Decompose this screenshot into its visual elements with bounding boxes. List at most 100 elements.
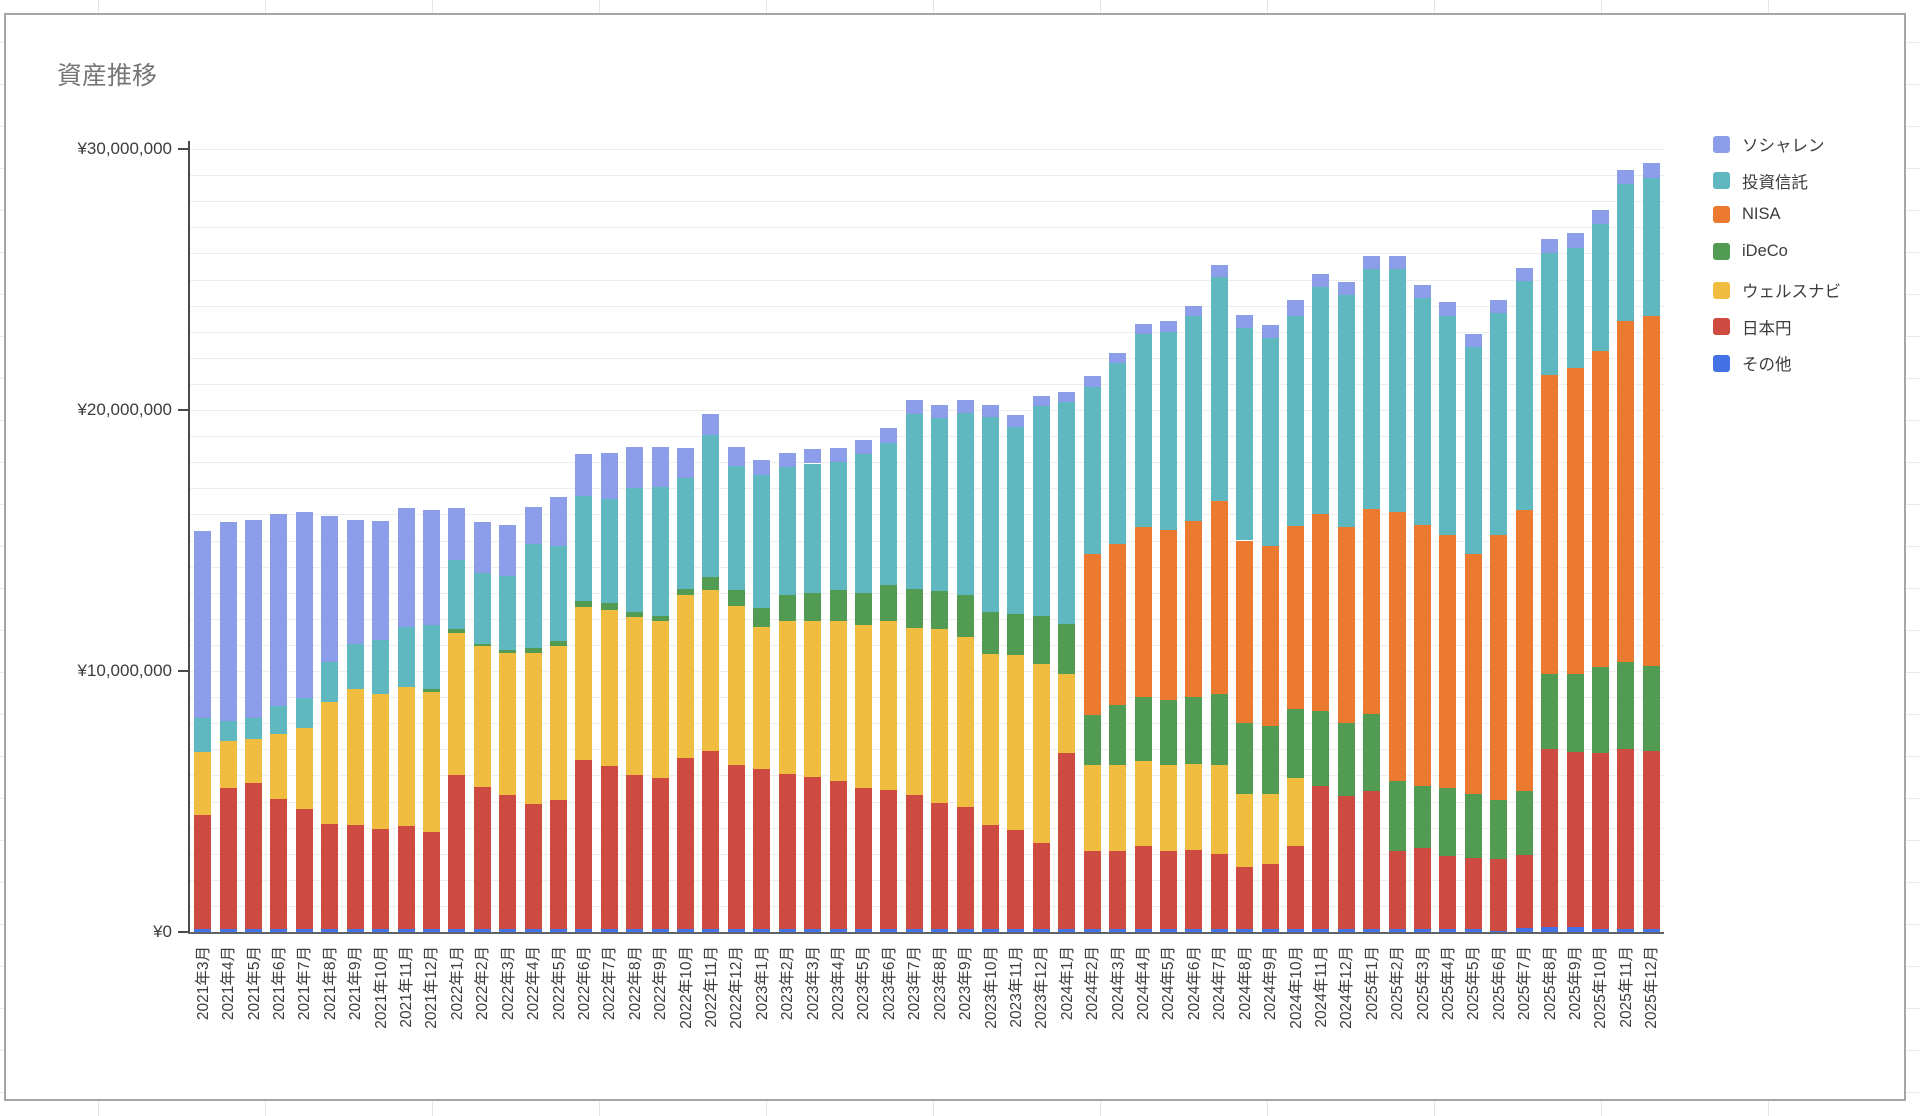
bar-segment[interactable] <box>1337 282 1355 296</box>
bar-segment[interactable] <box>1210 276 1228 502</box>
legend-item[interactable]: 投資信託 <box>1713 169 1808 193</box>
bar-segment[interactable] <box>346 824 364 930</box>
bar-segment[interactable] <box>727 605 745 765</box>
bar-segment[interactable] <box>931 629 949 803</box>
bar-segment[interactable] <box>905 413 923 589</box>
bar-segment[interactable] <box>778 774 796 930</box>
bar-segment[interactable] <box>321 661 339 703</box>
bar-segment[interactable] <box>1464 793 1482 858</box>
bar-segment[interactable] <box>626 775 644 930</box>
bar-segment[interactable] <box>626 446 644 489</box>
bar-segment[interactable] <box>1541 749 1559 927</box>
bar-segment[interactable] <box>1591 928 1609 932</box>
bar-segment[interactable] <box>397 826 415 930</box>
bar-segment[interactable] <box>1490 300 1508 314</box>
bar-segment[interactable] <box>1134 929 1152 932</box>
bar-segment[interactable] <box>1591 209 1609 225</box>
bar-segment[interactable] <box>1337 796 1355 930</box>
bar-segment[interactable] <box>1109 929 1127 932</box>
bar-segment[interactable] <box>1109 704 1127 765</box>
bar-segment[interactable] <box>550 640 567 647</box>
bar-segment[interactable] <box>702 590 720 751</box>
chart-card[interactable] <box>4 13 1906 1101</box>
bar-segment[interactable] <box>1490 800 1508 859</box>
bar-segment[interactable] <box>1464 857 1482 930</box>
bar-segment[interactable] <box>1109 544 1127 705</box>
bar-segment[interactable] <box>473 573 491 644</box>
bar-segment[interactable] <box>1515 280 1533 511</box>
bar-segment[interactable] <box>1032 616 1050 665</box>
bar-segment[interactable] <box>1210 265 1228 277</box>
bar-segment[interactable] <box>829 462 847 591</box>
bar-segment[interactable] <box>1083 851 1101 930</box>
bar-segment[interactable] <box>1109 764 1127 852</box>
bar-segment[interactable] <box>1363 269 1381 510</box>
bar-segment[interactable] <box>1642 316 1660 666</box>
bar-segment[interactable] <box>524 804 542 930</box>
bar-segment[interactable] <box>219 929 237 932</box>
bar-segment[interactable] <box>1312 929 1330 932</box>
bar-segment[interactable] <box>448 633 466 776</box>
bar-segment[interactable] <box>727 466 745 591</box>
bar-segment[interactable] <box>600 929 618 932</box>
bar-segment[interactable] <box>1617 661 1635 750</box>
bar-segment[interactable] <box>1414 785 1432 849</box>
bar-segment[interactable] <box>600 609 618 767</box>
bar-segment[interactable] <box>499 794 517 930</box>
bar-segment[interactable] <box>702 750 720 930</box>
bar-segment[interactable] <box>677 447 695 478</box>
bar-segment[interactable] <box>1312 274 1330 288</box>
bar-segment[interactable] <box>1312 514 1330 712</box>
bar-segment[interactable] <box>321 929 339 932</box>
bar-segment[interactable] <box>854 625 872 789</box>
bar-segment[interactable] <box>346 689 364 825</box>
bar-segment[interactable] <box>1287 929 1304 932</box>
bar-segment[interactable] <box>854 454 872 593</box>
bar-segment[interactable] <box>905 588 923 628</box>
bar-segment[interactable] <box>422 831 440 930</box>
bar-segment[interactable] <box>575 600 593 608</box>
bar-segment[interactable] <box>626 612 644 618</box>
bar-segment[interactable] <box>1134 697 1152 762</box>
bar-segment[interactable] <box>1363 929 1381 932</box>
bar-segment[interactable] <box>1083 715 1101 765</box>
bar-segment[interactable] <box>626 929 644 932</box>
bar-segment[interactable] <box>931 417 949 592</box>
bar-segment[interactable] <box>372 828 390 930</box>
bar-segment[interactable] <box>245 738 263 784</box>
bar-segment[interactable] <box>1642 665 1660 751</box>
bar-segment[interactable] <box>1388 256 1406 270</box>
bar-segment[interactable] <box>880 428 898 443</box>
bar-segment[interactable] <box>1337 723 1355 797</box>
bar-segment[interactable] <box>473 929 491 932</box>
bar-segment[interactable] <box>194 531 212 718</box>
bar-segment[interactable] <box>245 783 263 930</box>
bar-segment[interactable] <box>1617 169 1635 185</box>
legend-item[interactable]: iDeCo <box>1713 242 1788 261</box>
bar-segment[interactable] <box>956 929 974 932</box>
bar-segment[interactable] <box>1058 753 1076 930</box>
bar-segment[interactable] <box>829 929 847 932</box>
bar-segment[interactable] <box>1261 864 1279 930</box>
bar-segment[interactable] <box>1210 929 1228 932</box>
bar-segment[interactable] <box>880 929 898 932</box>
bar-segment[interactable] <box>702 413 720 435</box>
bar-segment[interactable] <box>219 788 237 930</box>
bar-segment[interactable] <box>1566 751 1584 927</box>
bar-segment[interactable] <box>550 497 567 546</box>
bar-segment[interactable] <box>982 404 1000 417</box>
bar-segment[interactable] <box>1515 510 1533 792</box>
bar-segment[interactable] <box>270 929 288 932</box>
bar-segment[interactable] <box>194 751 212 815</box>
bar-segment[interactable] <box>1388 851 1406 930</box>
bar-segment[interactable] <box>778 595 796 622</box>
legend-item[interactable]: NISA <box>1713 205 1781 224</box>
bar-segment[interactable] <box>804 621 822 777</box>
bar-segment[interactable] <box>931 802 949 930</box>
bar-segment[interactable] <box>1236 793 1254 867</box>
bar-segment[interactable] <box>1159 321 1177 332</box>
bar-segment[interactable] <box>1591 666 1609 753</box>
bar-segment[interactable] <box>626 488 644 613</box>
bar-segment[interactable] <box>982 824 1000 930</box>
bar-segment[interactable] <box>753 608 771 627</box>
